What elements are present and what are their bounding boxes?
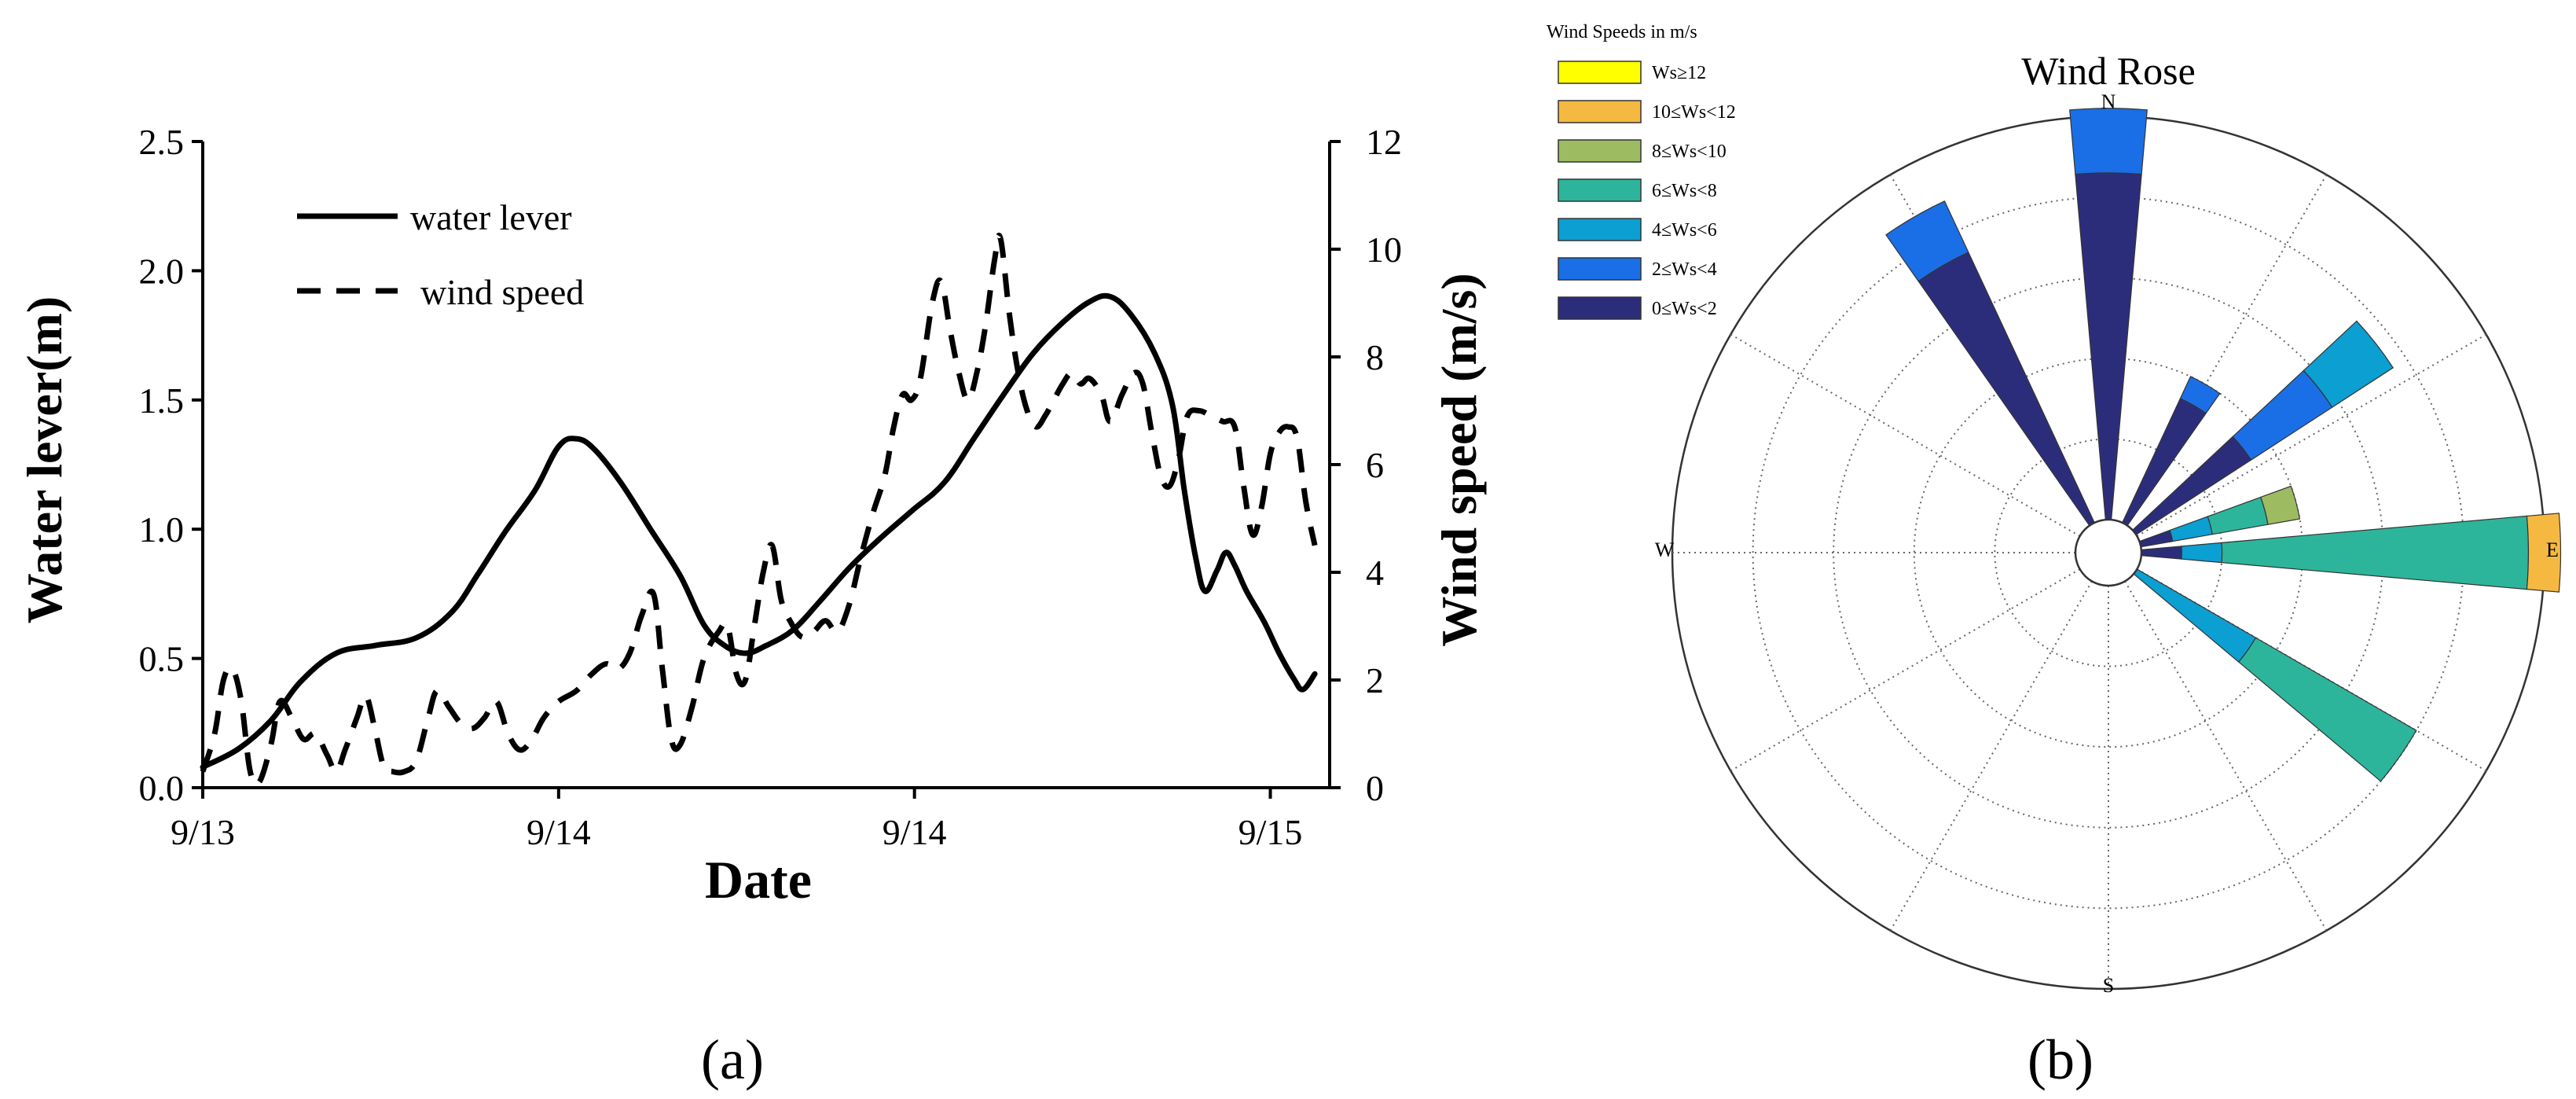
rose-sector-segment [2221, 515, 2530, 590]
rose-sectors [1885, 108, 2562, 782]
rose-legend-label: 4≤Ws<6 [1652, 220, 1717, 241]
rose-sector-segment [2207, 496, 2269, 535]
left-y-tick-label: 2.5 [139, 122, 185, 162]
rose-legend-swatch [1558, 178, 1642, 202]
rose-grid-spoke [1730, 568, 2081, 772]
left-y-tick-label: 0.0 [139, 768, 185, 808]
left-y-tick-label: 1.0 [139, 509, 185, 550]
rose-legend-swatch [1558, 296, 1642, 320]
direction-label-e: E [2546, 538, 2559, 561]
rose-sector-segment [2259, 485, 2301, 525]
direction-label-w: W [1655, 538, 1675, 561]
rose-legend-label: 6≤Ws<8 [1652, 181, 1717, 201]
rose-legend-swatch [1558, 100, 1642, 123]
rose-legend-label: 10≤Ws<12 [1652, 102, 1736, 123]
rose-sector-segment [2075, 172, 2142, 520]
rose-sector-segment [2179, 376, 2221, 414]
rose-legend-label: 2≤Ws<4 [1652, 259, 1717, 280]
rose-grid-spoke [1730, 333, 2081, 537]
panel-label-a: (a) [701, 1028, 764, 1091]
left-y-tick-label: 1.5 [139, 380, 185, 421]
direction-label-n: N [2101, 90, 2116, 113]
rose-sector-segment [1885, 200, 1969, 282]
line-chart-panel-a: 0.0 0.5 1.0 1.5 2.0 2.5 9/13 9/14 9/14 9/15 0 2 4 6… [17, 122, 1487, 910]
legend-label-wind-speed: wind speed [420, 272, 584, 312]
rose-grid-spoke [2124, 580, 2328, 932]
rose-legend-swatch [1558, 139, 1642, 163]
right-y-tick-label: 6 [1366, 445, 1384, 485]
rose-sector-segment [2069, 108, 2148, 175]
rose-sector-segment [2237, 637, 2417, 782]
rose-legend-title: Wind Speeds in m/s [1547, 22, 1697, 42]
rose-sector-segment [2181, 542, 2223, 564]
left-y-tick-label: 0.5 [139, 639, 185, 679]
x-tick-label: 9/14 [527, 812, 591, 852]
legend-label-water-lever: water lever [410, 197, 572, 237]
right-y-tick-label: 8 [1366, 337, 1384, 377]
x-axis-ticks: 9/13 9/14 9/14 9/15 [171, 788, 1302, 852]
right-y-tick-label: 10 [1366, 230, 1402, 270]
rose-grid-spoke [2136, 333, 2487, 537]
x-tick-label: 9/14 [883, 812, 947, 852]
wind-rose-panel-b: Wind Speeds in m/s Ws≥12 10≤Ws<12 8≤Ws<10 6… [1547, 22, 2562, 997]
rose-legend-swatch [1558, 257, 1642, 281]
x-axis-title: Date [705, 850, 812, 910]
rose-legend-swatch [1558, 218, 1642, 241]
rose-legend-label: 0≤Ws<2 [1652, 299, 1717, 319]
rose-sector-segment [2133, 568, 2257, 663]
direction-label-s: S [2103, 974, 2114, 997]
legend-a: water lever wind speed [297, 197, 584, 312]
right-y-tick-label: 0 [1366, 768, 1384, 808]
rose-legend: Ws≥12 10≤Ws<12 8≤Ws<10 6≤Ws<8 4≤Ws<6 2≤Ws<4 0≤… [1558, 61, 1736, 320]
rose-legend-label: Ws≥12 [1652, 63, 1706, 83]
rose-sector-segment [2141, 546, 2182, 560]
right-y-axis-ticks: 0 2 4 6 8 10 12 [1330, 122, 1402, 808]
rose-sector-segment [2169, 516, 2213, 542]
series-water-lever-line [200, 292, 1318, 770]
rose-sector-segment [1917, 252, 2096, 527]
rose-sector-segment [2303, 320, 2394, 408]
right-y-axis-title: Wind speed (m/s) [1431, 273, 1487, 646]
panel-label-b: (b) [2027, 1028, 2093, 1091]
right-y-tick-label: 2 [1366, 660, 1384, 700]
rose-legend-label: 8≤Ws<10 [1652, 142, 1727, 162]
rose-grid-spoke [1889, 580, 2093, 932]
rose-center-hub [2074, 518, 2143, 587]
rose-title: Wind Rose [2021, 49, 2196, 93]
left-y-axis-ticks: 0.0 0.5 1.0 1.5 2.0 2.5 [139, 122, 203, 808]
right-y-tick-label: 12 [1366, 122, 1402, 162]
left-y-axis-title: Water lever(m) [17, 296, 72, 623]
rose-sector-segment [2138, 529, 2174, 548]
rose-sector-segment [2526, 513, 2562, 593]
x-tick-label: 9/13 [171, 812, 235, 852]
series-wind-speed-line [200, 233, 1318, 788]
x-tick-label: 9/15 [1238, 812, 1303, 852]
left-y-tick-label: 2.0 [139, 251, 185, 291]
rose-legend-swatch [1558, 61, 1642, 84]
right-y-tick-label: 4 [1366, 553, 1384, 593]
